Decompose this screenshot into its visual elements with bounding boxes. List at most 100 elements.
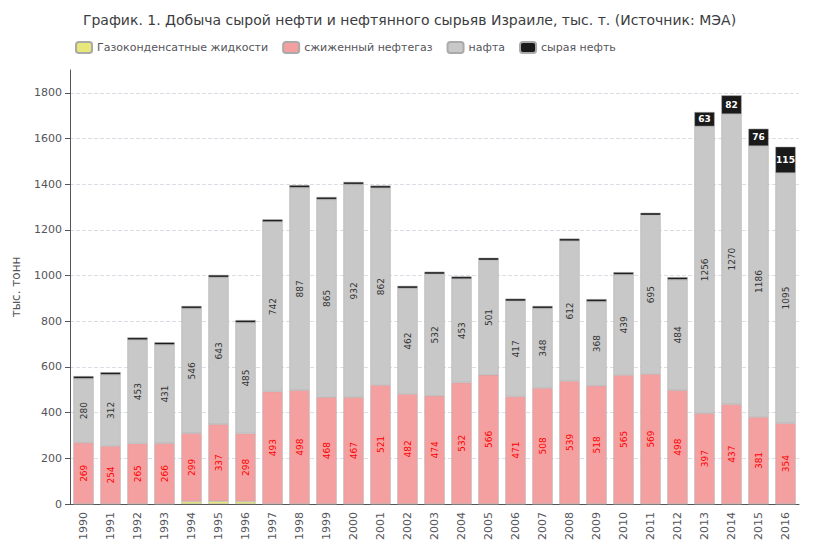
- svg-text:298: 298: [241, 459, 251, 476]
- svg-text:2011: 2011: [644, 512, 657, 540]
- svg-text:498: 498: [673, 438, 683, 455]
- svg-text:266: 266: [160, 465, 170, 482]
- svg-text:280: 280: [79, 402, 89, 419]
- svg-text:2001: 2001: [374, 512, 387, 540]
- svg-text:532: 532: [430, 326, 440, 343]
- svg-text:115: 115: [776, 155, 795, 165]
- svg-text:269: 269: [79, 464, 89, 481]
- svg-text:1000: 1000: [34, 269, 62, 282]
- svg-text:865: 865: [322, 290, 332, 307]
- svg-text:484: 484: [673, 326, 683, 343]
- svg-text:467: 467: [349, 442, 359, 459]
- svg-text:2013: 2013: [698, 512, 711, 540]
- svg-text:453: 453: [457, 322, 467, 339]
- svg-text:482: 482: [403, 440, 413, 457]
- svg-text:82: 82: [725, 100, 738, 110]
- svg-text:1997: 1997: [266, 512, 279, 540]
- svg-text:2016: 2016: [779, 512, 792, 540]
- svg-text:1999: 1999: [320, 512, 333, 540]
- svg-text:1996: 1996: [239, 512, 252, 540]
- svg-text:417: 417: [511, 340, 521, 357]
- svg-text:265: 265: [133, 465, 143, 482]
- svg-text:2012: 2012: [671, 512, 684, 540]
- svg-text:453: 453: [133, 383, 143, 400]
- svg-text:2000: 2000: [347, 512, 360, 540]
- svg-text:474: 474: [430, 441, 440, 458]
- svg-text:431: 431: [160, 385, 170, 402]
- svg-text:742: 742: [268, 298, 278, 315]
- svg-text:932: 932: [349, 282, 359, 299]
- svg-text:397: 397: [700, 450, 710, 467]
- svg-text:1600: 1600: [34, 132, 62, 145]
- svg-text:63: 63: [698, 114, 711, 124]
- svg-text:566: 566: [484, 430, 494, 447]
- svg-text:493: 493: [268, 439, 278, 456]
- svg-text:471: 471: [511, 442, 521, 459]
- svg-text:2009: 2009: [590, 512, 603, 540]
- svg-text:2008: 2008: [563, 512, 576, 540]
- svg-text:462: 462: [403, 333, 413, 350]
- svg-text:381: 381: [754, 452, 764, 469]
- svg-text:400: 400: [41, 406, 62, 419]
- svg-text:2014: 2014: [725, 512, 738, 540]
- svg-text:1400: 1400: [34, 178, 62, 191]
- svg-text:1095: 1095: [781, 287, 791, 310]
- svg-text:600: 600: [41, 360, 62, 373]
- svg-text:сжиженный нефтегаз: сжиженный нефтегаз: [304, 41, 433, 54]
- svg-text:График. 1. Добыча сырой нефти: График. 1. Добыча сырой нефти и нефтянно…: [83, 12, 736, 28]
- svg-text:439: 439: [619, 316, 629, 333]
- svg-text:569: 569: [646, 430, 656, 447]
- svg-text:800: 800: [41, 315, 62, 328]
- svg-text:1800: 1800: [34, 86, 62, 99]
- svg-text:1998: 1998: [293, 512, 306, 540]
- svg-text:368: 368: [592, 335, 602, 352]
- svg-text:468: 468: [322, 442, 332, 459]
- svg-text:565: 565: [619, 431, 629, 448]
- svg-text:695: 695: [646, 286, 656, 303]
- svg-text:498: 498: [295, 438, 305, 455]
- svg-text:354: 354: [781, 455, 791, 472]
- svg-text:1991: 1991: [104, 512, 117, 540]
- svg-text:518: 518: [592, 436, 602, 453]
- svg-text:2007: 2007: [536, 512, 549, 540]
- svg-text:312: 312: [106, 402, 116, 419]
- svg-text:254: 254: [106, 466, 116, 483]
- svg-text:508: 508: [538, 437, 548, 454]
- svg-text:1990: 1990: [77, 512, 90, 540]
- svg-text:76: 76: [752, 132, 765, 142]
- svg-text:2005: 2005: [482, 512, 495, 540]
- svg-text:2003: 2003: [428, 512, 441, 540]
- svg-text:299: 299: [187, 458, 197, 475]
- svg-text:1270: 1270: [727, 247, 737, 270]
- svg-text:862: 862: [376, 278, 386, 295]
- svg-text:нафта: нафта: [469, 41, 506, 54]
- svg-text:887: 887: [295, 280, 305, 297]
- svg-text:2015: 2015: [752, 512, 765, 540]
- svg-text:612: 612: [565, 302, 575, 319]
- svg-text:1995: 1995: [212, 512, 225, 540]
- svg-text:2002: 2002: [401, 512, 414, 540]
- svg-text:337: 337: [214, 454, 224, 471]
- svg-text:521: 521: [376, 436, 386, 453]
- svg-text:485: 485: [241, 369, 251, 386]
- svg-text:Газоконденсатные жидкости: Газоконденсатные жидкости: [97, 41, 268, 54]
- svg-text:1256: 1256: [700, 258, 710, 281]
- svg-text:539: 539: [565, 434, 575, 451]
- svg-text:1994: 1994: [185, 512, 198, 540]
- svg-text:200: 200: [41, 452, 62, 465]
- svg-text:2006: 2006: [509, 512, 522, 540]
- svg-text:501: 501: [484, 309, 494, 326]
- svg-text:1186: 1186: [754, 270, 764, 293]
- svg-text:437: 437: [727, 445, 737, 462]
- svg-text:1992: 1992: [131, 512, 144, 540]
- svg-text:0: 0: [55, 498, 62, 511]
- svg-text:тыс. тонн: тыс. тонн: [9, 257, 23, 318]
- svg-text:1993: 1993: [158, 512, 171, 540]
- svg-text:сырая нефть: сырая нефть: [541, 41, 616, 54]
- svg-text:532: 532: [457, 435, 467, 452]
- svg-text:643: 643: [214, 342, 224, 359]
- svg-text:1200: 1200: [34, 223, 62, 236]
- svg-text:2004: 2004: [455, 512, 468, 540]
- svg-text:546: 546: [187, 362, 197, 379]
- svg-text:348: 348: [538, 339, 548, 356]
